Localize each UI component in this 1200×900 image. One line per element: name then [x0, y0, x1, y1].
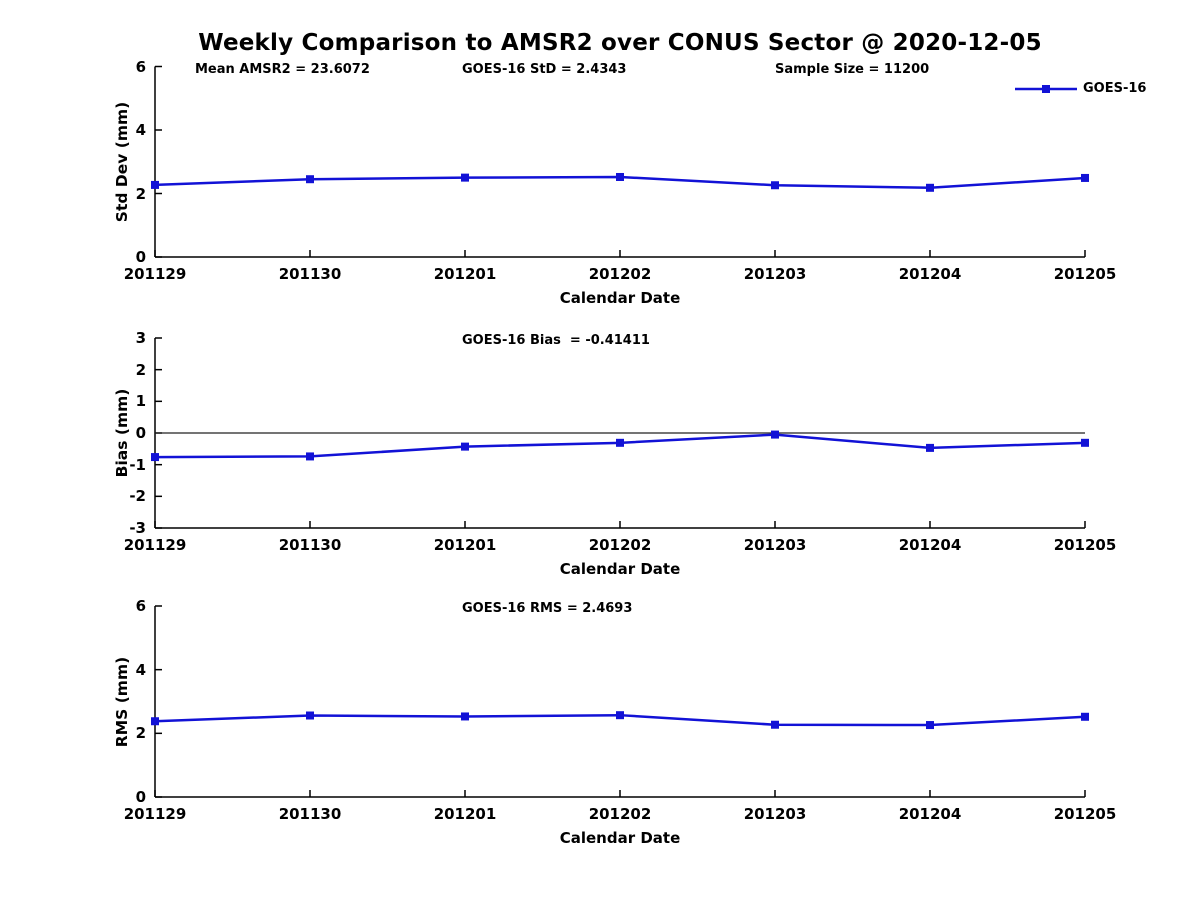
data-point-marker	[461, 173, 469, 182]
data-point-marker	[616, 711, 624, 720]
y-axis-tick-label: -2	[129, 487, 146, 506]
x-axis-tick-label: 201201	[433, 265, 497, 283]
data-point-marker	[1081, 438, 1089, 447]
x-axis-tick-label: 201205	[1053, 805, 1117, 823]
data-point-marker	[1081, 173, 1089, 182]
y-axis-tick-label: -3	[129, 519, 146, 537]
y-axis-label: Bias (mm)	[113, 388, 131, 478]
y-axis-tick-label: 1	[135, 392, 146, 411]
y-axis-tick-label: 4	[135, 660, 146, 679]
data-point-marker	[926, 721, 934, 730]
legend-series-label: GOES-16	[1083, 81, 1147, 96]
x-axis-tick-label: 201129	[123, 265, 187, 283]
data-point-marker	[461, 442, 469, 451]
y-axis-tick-label: 0	[135, 248, 146, 266]
x-axis-tick-label: 201205	[1053, 265, 1117, 283]
y-axis-tick-label: 2	[135, 184, 146, 203]
data-point-marker	[616, 172, 624, 181]
subplot-annotation: Sample Size = 11200	[775, 61, 930, 77]
subplot-annotation: GOES-16 Bias = -0.41411	[462, 333, 650, 348]
x-axis-tick-label: 201130	[278, 265, 342, 283]
data-point-marker	[306, 175, 314, 184]
x-axis-tick-label: 201202	[588, 536, 652, 554]
x-axis-tick-label: 201203	[743, 805, 807, 823]
y-axis-tick-label: 4	[135, 121, 146, 139]
y-axis-label: Std Dev (mm)	[113, 101, 131, 222]
y-axis-tick-label: -1	[129, 455, 146, 474]
subplot-annotation: Mean AMSR2 = 23.6072	[195, 61, 370, 77]
y-axis-label: RMS (mm)	[113, 656, 131, 747]
x-axis-tick-label: 201130	[278, 536, 342, 554]
data-point-marker	[771, 720, 779, 729]
x-axis-tick-label: 201204	[898, 536, 962, 554]
x-axis-tick-label: 201202	[588, 805, 652, 823]
data-point-marker	[461, 712, 469, 721]
x-axis-tick-label: 201203	[743, 536, 807, 554]
data-point-marker	[151, 453, 159, 462]
x-axis-tick-label: 201201	[433, 805, 497, 823]
data-point-marker	[151, 180, 159, 189]
y-axis-tick-label: 0	[135, 788, 146, 806]
x-axis-tick-label: 201204	[898, 265, 962, 283]
y-axis-tick-label: 6	[135, 57, 146, 76]
data-point-marker	[1081, 712, 1089, 721]
x-axis-tick-label: 201205	[1053, 536, 1117, 554]
y-axis-tick-label: 3	[135, 329, 146, 347]
y-axis-tick-label: 6	[135, 597, 146, 615]
x-axis-label: Calendar Date	[559, 829, 681, 847]
x-axis-tick-label: 201202	[588, 265, 652, 283]
y-axis-tick-label: 0	[135, 424, 146, 442]
x-axis-tick-label: 201204	[898, 805, 962, 823]
legend-marker	[1042, 85, 1050, 93]
chart-title: Weekly Comparison to AMSR2 over CONUS Se…	[198, 30, 1042, 56]
x-axis-label: Calendar Date	[559, 289, 681, 307]
data-point-marker	[616, 438, 624, 447]
data-point-marker	[771, 430, 779, 439]
x-axis-tick-label: 201129	[123, 805, 187, 823]
subplot-annotation: GOES-16 RMS = 2.4693	[462, 601, 633, 616]
y-axis-tick-label: 2	[135, 724, 146, 743]
subplot-annotation: GOES-16 StD = 2.4343	[462, 61, 627, 77]
x-axis-tick-label: 201129	[123, 536, 187, 554]
data-point-marker	[926, 443, 934, 452]
data-point-marker	[306, 711, 314, 720]
data-point-marker	[151, 717, 159, 726]
data-point-marker	[306, 452, 314, 461]
x-axis-tick-label: 201203	[743, 265, 807, 283]
x-axis-label: Calendar Date	[559, 560, 681, 578]
data-point-marker	[926, 183, 934, 192]
x-axis-tick-label: 201130	[278, 805, 342, 823]
y-axis-tick-label: 2	[135, 360, 146, 379]
data-point-marker	[771, 181, 779, 190]
x-axis-tick-label: 201201	[433, 536, 497, 554]
